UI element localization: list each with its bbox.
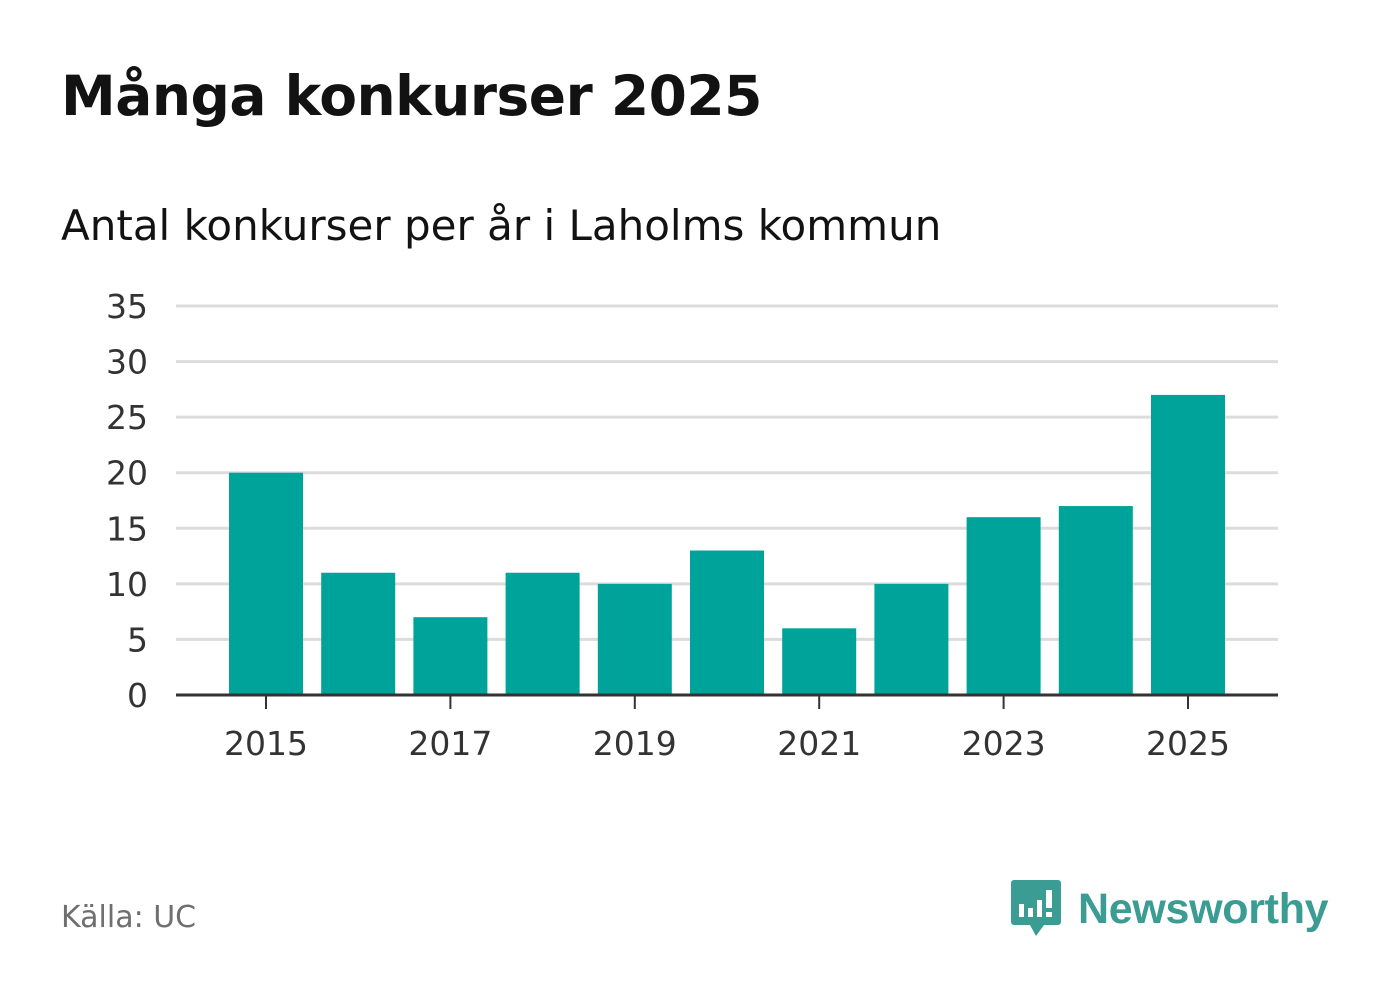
bar-2017 [413,617,488,695]
chart-subtitle: Antal konkurser per år i Laholms kommun [61,201,942,250]
y-tick-label: 30 [106,343,148,382]
y-tick-label: 20 [106,454,148,493]
x-tick-label: 2023 [962,724,1046,763]
newsworthy-logo-icon [1011,880,1061,936]
x-tick-label: 2025 [1146,724,1230,763]
bar-2023 [966,517,1041,695]
y-tick-label: 5 [127,620,148,659]
bar-2021 [782,628,857,695]
brand[interactable]: Newsworthy [1010,878,1329,940]
bar-2019 [597,583,672,695]
y-tick-label: 35 [106,287,148,326]
bar-2020 [690,550,764,695]
source-note: Källa: UC [61,900,197,935]
bars [229,394,1225,695]
bar-2015 [229,472,303,695]
axes [176,693,1278,709]
bar-2016 [321,572,396,695]
y-tick-label: 15 [106,509,148,548]
chart-title: Många konkurser 2025 [61,64,762,128]
y-tick-label: 10 [106,565,148,604]
bar-2018 [505,572,580,695]
bar-2024 [1058,506,1133,695]
y-tick-label: 25 [106,398,148,437]
y-tick-label: 0 [127,676,148,715]
bar-2022 [874,583,949,695]
brand-name: Newsworthy [1078,884,1329,933]
x-tick-label: 2017 [408,724,492,763]
x-tick-label: 2019 [593,724,677,763]
bar-2025 [1151,394,1225,695]
x-tick-label: 2015 [224,724,308,763]
x-tick-label: 2021 [777,724,861,763]
